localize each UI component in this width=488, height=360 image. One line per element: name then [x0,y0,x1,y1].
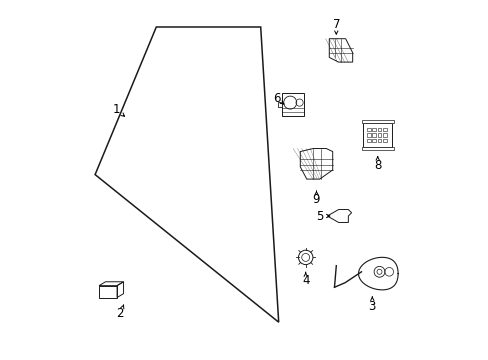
FancyBboxPatch shape [282,93,303,116]
Text: 3: 3 [368,300,375,312]
FancyBboxPatch shape [366,128,370,131]
FancyBboxPatch shape [377,128,381,131]
FancyBboxPatch shape [366,139,370,142]
Text: 4: 4 [301,274,309,287]
Text: 5: 5 [316,210,323,222]
Text: 8: 8 [373,159,381,172]
FancyBboxPatch shape [371,139,375,142]
Text: 6: 6 [273,93,280,105]
FancyBboxPatch shape [382,128,386,131]
FancyBboxPatch shape [361,147,393,150]
FancyBboxPatch shape [382,139,386,142]
FancyBboxPatch shape [366,133,370,137]
FancyBboxPatch shape [382,133,386,137]
Text: 9: 9 [312,193,320,206]
FancyBboxPatch shape [371,128,375,131]
Text: 2: 2 [116,307,124,320]
Text: 7: 7 [332,18,339,31]
FancyBboxPatch shape [361,120,393,123]
FancyBboxPatch shape [377,139,381,142]
FancyBboxPatch shape [277,102,282,107]
FancyBboxPatch shape [371,133,375,137]
FancyBboxPatch shape [377,133,381,137]
FancyBboxPatch shape [363,123,391,147]
Text: 1: 1 [113,103,120,116]
